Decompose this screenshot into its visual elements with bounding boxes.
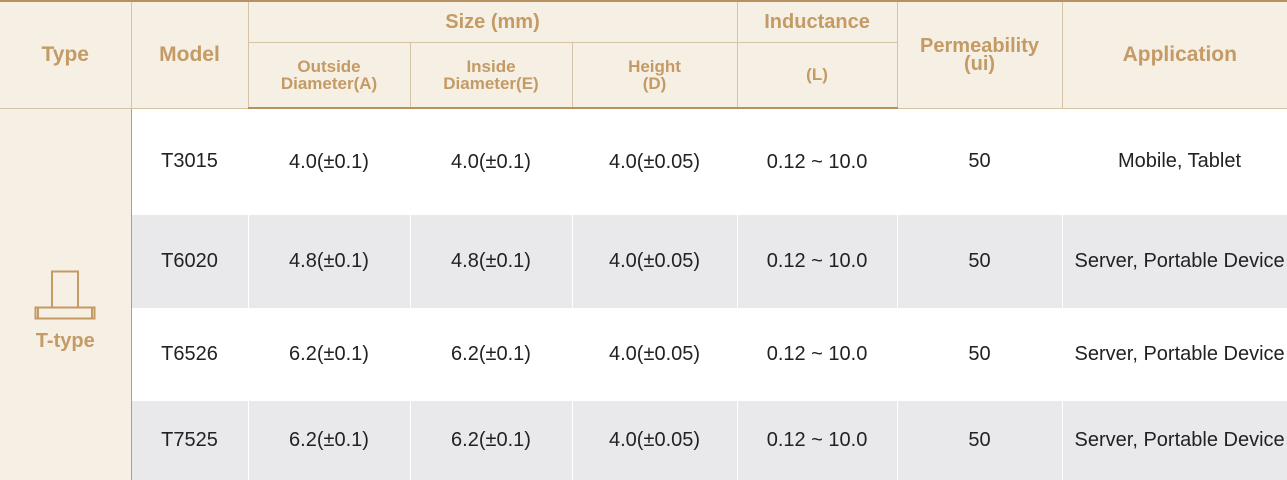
outside-diameter-cell: 6.2(±0.1) [248, 308, 411, 401]
header-permeability-line1: Permeability [920, 34, 1039, 57]
application-cell: Server, Portable Device [1062, 401, 1287, 480]
table-row: T6020 4.8(±0.1) 4.8(±0.1) 4.0(±0.05) 0.1… [0, 215, 1287, 308]
header-permeability-line2: (ui) [963, 52, 996, 75]
permeability-cell: 50 [897, 215, 1063, 308]
table-body: T-type T3015 4.0(±0.1) 4.0(±0.1) 4.0(±0.… [0, 108, 1287, 480]
inductance-cell: 0.12 ~ 10.0 [737, 308, 898, 401]
height-cell: 4.0(±0.05) [572, 308, 738, 401]
inside-diameter-cell: 4.0(±0.1) [410, 108, 573, 215]
header-inside-line2: Diameter(E) [443, 73, 539, 93]
table-row: T7525 6.2(±0.1) 6.2(±0.1) 4.0(±0.05) 0.1… [0, 401, 1287, 480]
header-inside-line1: Inside [466, 56, 516, 76]
permeability-cell: 50 [897, 308, 1063, 401]
height-cell: 4.0(±0.05) [572, 401, 738, 480]
table-row: T6526 6.2(±0.1) 6.2(±0.1) 4.0(±0.05) 0.1… [0, 308, 1287, 401]
table-row: T-type T3015 4.0(±0.1) 4.0(±0.1) 4.0(±0.… [0, 108, 1287, 480]
height-cell: 4.0(±0.05) [572, 215, 738, 308]
permeability-cell: 50 [897, 401, 1063, 480]
table-header: Type Model Size (mm) Inductance Permeabi… [0, 0, 1287, 109]
header-outside-line2: Diameter(A) [280, 73, 378, 93]
header-type: Type [0, 0, 132, 109]
t-type-core-icon [34, 270, 96, 320]
type-cell: T-type [0, 108, 132, 480]
permeability-cell: 50 [897, 108, 1063, 215]
header-model: Model [131, 0, 249, 109]
model-cell: T6526 [131, 308, 249, 401]
inside-diameter-cell: 6.2(±0.1) [410, 308, 573, 401]
header-inside-diameter: Inside Diameter(E) [410, 42, 573, 109]
outside-diameter-cell: 4.8(±0.1) [248, 215, 411, 308]
model-cell: T7525 [131, 401, 249, 480]
header-inductance: Inductance [737, 0, 898, 43]
model-cell: T6020 [131, 215, 249, 308]
application-cell: Mobile, Tablet [1062, 108, 1287, 215]
outside-diameter-cell: 6.2(±0.1) [248, 401, 411, 480]
model-cell: T3015 [131, 108, 249, 215]
inductance-cell: 0.12 ~ 10.0 [737, 401, 898, 480]
header-height-line2: (D) [642, 73, 667, 93]
header-size-group: Size (mm) [248, 0, 738, 43]
outside-diameter-cell: 4.0(±0.1) [248, 108, 411, 215]
inside-diameter-cell: 6.2(±0.1) [410, 401, 573, 480]
inductance-cell: 0.12 ~ 10.0 [737, 215, 898, 308]
header-height: Height (D) [572, 42, 738, 109]
inside-diameter-cell: 4.8(±0.1) [410, 215, 573, 308]
type-label: T-type [35, 329, 95, 352]
application-cell: Server, Portable Device [1062, 215, 1287, 308]
application-cell: Server, Portable Device [1062, 308, 1287, 401]
header-application: Application [1062, 0, 1287, 109]
header-inductance-unit: (L) [737, 42, 898, 109]
inductance-cell: 0.12 ~ 10.0 [737, 108, 898, 215]
header-permeability: Permeability (ui) [897, 0, 1063, 109]
header-outside-diameter: Outside Diameter(A) [248, 42, 411, 109]
height-cell: 4.0(±0.05) [572, 108, 738, 215]
header-outside-line1: Outside [297, 56, 361, 76]
header-height-line1: Height [628, 56, 681, 76]
